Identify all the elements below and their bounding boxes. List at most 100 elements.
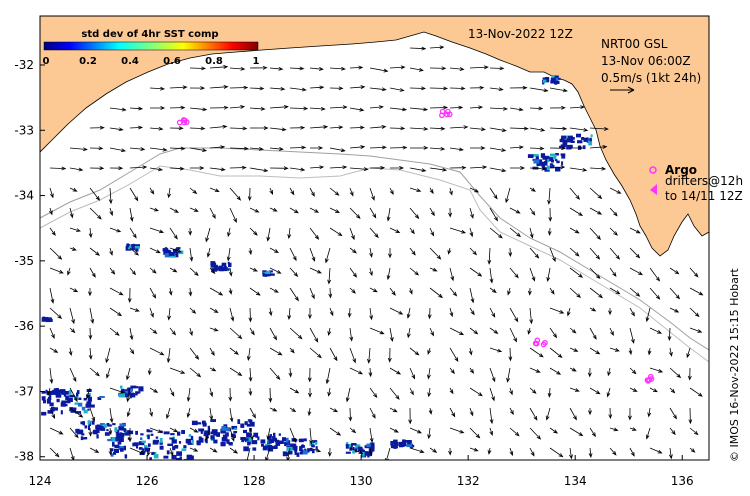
sst-patch	[54, 407, 58, 411]
drifters-line-2: to 14/11 12Z	[665, 189, 743, 203]
current-arrow	[149, 147, 168, 152]
sst-patch	[123, 389, 129, 392]
current-arrow	[387, 347, 392, 363]
current-arrow	[409, 86, 427, 91]
current-arrow	[469, 307, 475, 316]
current-arrow	[309, 267, 322, 274]
current-arrow	[89, 187, 101, 201]
sst-patch	[245, 421, 248, 426]
sst-patch	[165, 461, 171, 464]
current-arrow	[369, 187, 375, 201]
current-arrow	[189, 126, 206, 131]
current-arrow	[129, 447, 145, 455]
sst-patch	[272, 446, 278, 449]
sst-patch	[216, 266, 220, 269]
sst-patch	[87, 408, 90, 411]
current-arrow	[329, 187, 340, 196]
current-arrow	[527, 327, 532, 335]
sst-patch	[211, 268, 218, 272]
sst-patch	[352, 447, 355, 450]
current-arrow	[209, 287, 224, 296]
sst-patch	[82, 421, 85, 426]
current-arrow	[369, 327, 385, 335]
sst-patch	[149, 457, 152, 460]
current-arrow	[369, 247, 373, 258]
current-arrow	[309, 227, 320, 240]
current-arrow	[149, 207, 159, 212]
current-arrow	[149, 307, 154, 318]
current-arrow	[609, 247, 621, 260]
sst-patch	[55, 390, 61, 396]
current-arrow	[349, 327, 354, 342]
sst-patch	[141, 440, 146, 443]
sst-patch	[527, 154, 534, 158]
colorbar-tick: 0.8	[205, 56, 223, 67]
sst-patch	[237, 419, 241, 424]
current-arrow	[429, 45, 445, 50]
current-arrow	[569, 105, 586, 110]
current-arrow	[206, 247, 211, 258]
current-arrow	[89, 247, 101, 256]
sst-patch	[41, 391, 46, 394]
sst-patch	[590, 134, 593, 138]
current-arrow	[209, 85, 229, 89]
current-arrow	[349, 187, 354, 197]
current-arrow	[629, 287, 641, 297]
sst-patch	[268, 436, 272, 441]
sst-patch	[542, 79, 547, 83]
current-arrow	[689, 287, 704, 296]
sst-patch	[49, 402, 54, 407]
current-arrow	[289, 387, 300, 394]
sst-patch	[140, 437, 143, 440]
sst-patch	[365, 451, 368, 456]
sst-patch	[130, 385, 137, 389]
sst-patch	[264, 273, 267, 277]
current-arrow	[409, 107, 429, 112]
sst-patch	[393, 439, 398, 445]
current-arrow	[67, 267, 71, 276]
current-arrow	[109, 247, 113, 256]
y-tick-label: -32	[14, 58, 34, 72]
sst-patch	[121, 388, 125, 394]
current-arrow	[449, 165, 467, 170]
current-arrow	[169, 207, 180, 213]
current-arrow	[169, 327, 177, 336]
current-arrow	[126, 407, 131, 418]
sst-patch	[224, 427, 231, 432]
sst-patch	[240, 437, 246, 440]
sst-patch	[232, 435, 236, 438]
current-arrow	[169, 126, 184, 131]
current-arrow	[469, 247, 478, 256]
sst-patch	[147, 434, 150, 440]
sst-patch	[129, 430, 134, 435]
current-arrow	[249, 267, 258, 272]
current-arrow	[647, 347, 652, 356]
current-arrow	[189, 327, 193, 337]
current-arrow	[369, 227, 379, 239]
current-arrow	[349, 145, 366, 149]
current-arrow	[509, 327, 517, 343]
current-arrow	[369, 407, 376, 419]
sst-patch	[47, 397, 52, 401]
current-arrow	[569, 187, 580, 200]
current-arrow	[327, 327, 332, 336]
current-arrow	[409, 387, 414, 396]
current-arrow	[349, 367, 364, 375]
current-arrow	[549, 287, 555, 295]
current-arrow	[686, 347, 691, 359]
sst-patch	[171, 439, 177, 444]
current-arrow	[249, 227, 258, 236]
sst-patch	[175, 252, 178, 255]
sst-patch	[151, 452, 155, 455]
current-arrow	[669, 387, 676, 394]
sst-patch	[233, 431, 238, 434]
current-arrow	[349, 125, 365, 130]
sst-patch	[564, 135, 570, 139]
current-arrow	[147, 367, 152, 376]
current-arrow	[289, 106, 309, 111]
sst-patch	[249, 421, 255, 427]
current-arrow	[449, 67, 465, 71]
sst-patch	[213, 439, 218, 444]
current-arrow	[329, 207, 341, 213]
current-arrow	[589, 427, 596, 438]
